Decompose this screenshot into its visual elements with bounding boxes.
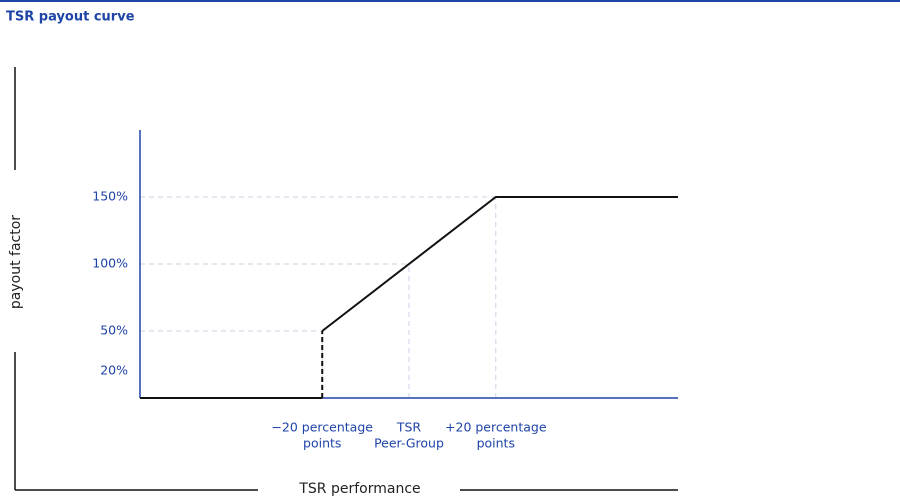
y-tick-label: 100% — [92, 256, 128, 271]
y-tick-label: 50% — [100, 323, 128, 338]
x-tick-label: TSR — [396, 420, 422, 435]
x-tick-label: −20 percentage — [271, 420, 373, 435]
x-tick-label: points — [477, 436, 515, 451]
x-tick-label: Peer-Group — [374, 436, 444, 451]
x-axis-label: TSR performance — [298, 481, 420, 497]
payout-line — [321, 196, 678, 332]
y-tick-label: 20% — [100, 363, 128, 378]
y-tick-label: 150% — [92, 189, 128, 204]
chart-title: TSR payout curve — [6, 10, 135, 25]
y-axis-label: payout factor — [8, 215, 24, 309]
x-tick-label: +20 percentage — [445, 420, 547, 435]
x-tick-label: points — [303, 436, 341, 451]
